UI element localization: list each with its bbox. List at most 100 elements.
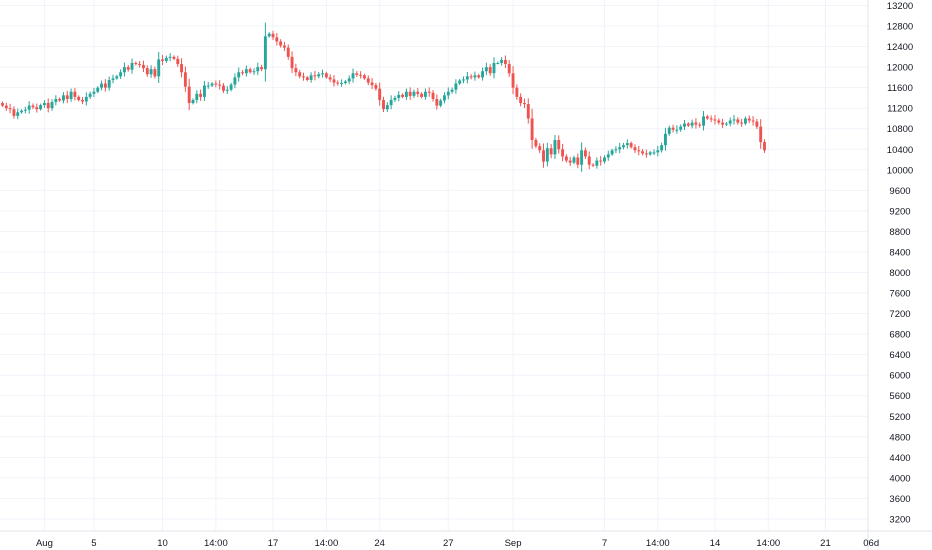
candle-up — [496, 63, 500, 65]
candle-up — [603, 157, 606, 162]
candle-down — [549, 148, 553, 155]
candle-up — [385, 105, 389, 110]
candle-down — [671, 127, 675, 130]
price-tick-label: 5200 — [889, 412, 910, 423]
candle-up — [149, 69, 153, 75]
candle-up — [462, 79, 465, 81]
price-tick-label: 9200 — [889, 206, 910, 217]
candle-down — [222, 85, 225, 91]
time-axis[interactable]: Aug 5 10 14:00 17 14:00 24 27 Sep 7 14:00 14 14:00 21… — [36, 538, 879, 549]
price-tick-label: 11200 — [887, 104, 913, 115]
candle-up — [122, 67, 126, 73]
candle-up — [732, 119, 736, 121]
candle-up — [62, 95, 65, 101]
candles-layer — [1, 22, 766, 172]
candle-down — [81, 99, 84, 102]
time-tick-label: 14:00 — [756, 538, 780, 549]
candle-up — [553, 140, 557, 155]
candle-down — [138, 64, 142, 66]
candle-down — [305, 77, 309, 80]
price-tick-label: 8400 — [889, 247, 910, 258]
candle-up — [157, 59, 161, 77]
candle-down — [294, 68, 298, 73]
candle-down — [183, 72, 187, 87]
candle-down — [469, 76, 473, 78]
chart-grid — [0, 0, 868, 531]
candle-down — [599, 160, 603, 162]
time-tick-label: Aug — [36, 538, 53, 549]
price-axis[interactable]: 13200 12800 12400 12000 11600 11200 10800 10400… — [887, 1, 913, 525]
candle-down — [644, 153, 648, 155]
candle-up — [263, 36, 267, 70]
candle-up — [652, 152, 656, 154]
price-tick-label: 8000 — [889, 268, 910, 279]
candle-up — [321, 73, 324, 75]
price-tick-label: 12400 — [887, 42, 913, 53]
candle-up — [309, 75, 313, 80]
candle-down — [747, 118, 751, 121]
candle-up — [473, 75, 477, 78]
candle-down — [126, 67, 130, 70]
candle-up — [744, 118, 747, 124]
candle-down — [31, 105, 35, 108]
candle-down — [633, 147, 637, 151]
candle-up — [481, 71, 485, 78]
candle-up — [42, 103, 46, 106]
candle-up — [397, 94, 401, 98]
candle-down — [214, 83, 218, 85]
candle-up — [191, 99, 195, 104]
candle-down — [58, 98, 62, 101]
candle-down — [176, 58, 180, 65]
candle-up — [164, 57, 168, 61]
candle-up — [111, 78, 115, 80]
candle-down — [161, 59, 164, 61]
candle-down — [530, 118, 534, 141]
candle-up — [168, 56, 172, 58]
candle-down — [279, 41, 283, 46]
candle-up — [572, 157, 576, 163]
candle-up — [545, 148, 549, 162]
candle-up — [210, 83, 214, 86]
candle-down — [336, 82, 340, 84]
candle-down — [275, 37, 279, 42]
candle-up — [233, 77, 237, 85]
candle-down — [568, 160, 572, 163]
candle-up — [54, 98, 58, 103]
candle-up — [50, 102, 54, 109]
candle-up — [340, 83, 344, 85]
candle-down — [477, 75, 481, 78]
candle-down — [583, 150, 587, 157]
candle-down — [382, 99, 385, 110]
price-tick-label: 7600 — [889, 289, 910, 300]
candle-up — [724, 123, 728, 125]
candle-down — [46, 103, 50, 109]
time-tick-label: 10 — [157, 538, 168, 549]
candle-down — [355, 73, 359, 75]
candle-up — [115, 76, 119, 79]
candle-up — [393, 97, 397, 100]
candle-down — [324, 73, 328, 78]
candle-down — [298, 72, 302, 77]
candle-up — [130, 63, 134, 70]
candle-down — [736, 119, 740, 123]
candle-down — [721, 122, 725, 125]
candle-down — [755, 121, 759, 127]
candle-up — [423, 91, 427, 97]
price-tick-label: 4400 — [889, 453, 910, 464]
candle-down — [576, 157, 580, 165]
candle-down — [77, 96, 81, 100]
time-tick-label: 21 — [820, 538, 831, 549]
candle-down — [241, 72, 244, 74]
candle-down — [370, 82, 374, 86]
candle-up — [229, 84, 233, 90]
price-tick-label: 12000 — [887, 63, 913, 74]
candle-up — [492, 63, 496, 74]
candle-up — [92, 91, 96, 94]
candle-down — [73, 91, 77, 97]
candle-down — [260, 67, 264, 70]
candle-up — [412, 91, 416, 96]
time-tick-label: 14:00 — [314, 538, 338, 549]
candle-up — [69, 91, 73, 99]
candle-down — [523, 103, 526, 105]
